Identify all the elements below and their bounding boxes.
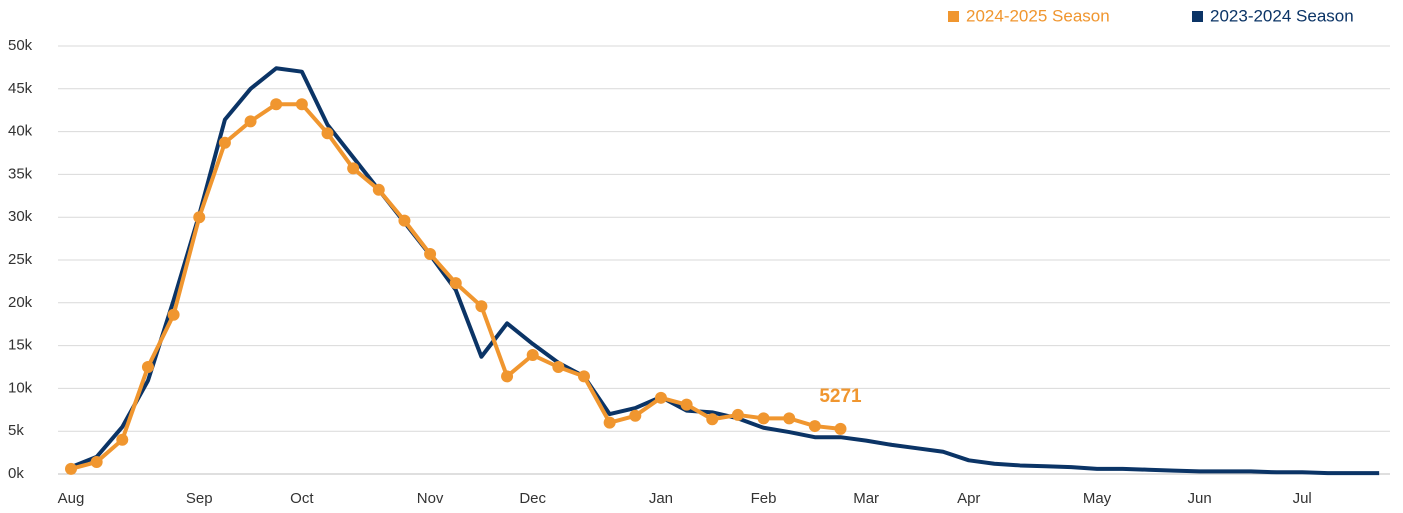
point <box>603 416 616 429</box>
x-tick-label: Mar <box>853 490 879 507</box>
point <box>654 391 667 404</box>
point <box>834 422 847 435</box>
y-tick-label: 30k <box>8 208 33 225</box>
point <box>808 420 821 433</box>
point <box>424 248 437 261</box>
y-tick-label: 5k <box>8 422 24 439</box>
y-tick-label: 40k <box>8 123 33 140</box>
point <box>321 127 334 140</box>
point <box>193 211 206 224</box>
y-tick-label: 50k <box>8 37 33 54</box>
x-tick-label: Dec <box>519 490 546 507</box>
x-tick-label: Oct <box>290 490 314 507</box>
series-line <box>70 66 1380 476</box>
legend-swatch <box>1192 11 1203 22</box>
point <box>475 300 488 313</box>
y-tick-label: 10k <box>8 379 33 396</box>
point <box>552 361 565 373</box>
legend-label: 2023-2024 Season <box>1210 6 1354 25</box>
point <box>398 214 411 227</box>
point <box>783 412 796 425</box>
x-tick-label: Jul <box>1293 490 1312 507</box>
x-tick-label: May <box>1083 490 1112 507</box>
x-tick-label: Nov <box>417 490 444 507</box>
point <box>295 98 308 111</box>
y-tick-label: 0k <box>8 465 24 482</box>
x-tick-label: Feb <box>751 490 777 507</box>
legend-swatch <box>948 11 959 22</box>
point <box>526 349 539 362</box>
point <box>757 412 770 425</box>
point <box>501 370 514 383</box>
point <box>731 408 744 421</box>
legend-label: 2024-2025 Season <box>966 6 1110 25</box>
point <box>218 136 231 149</box>
point <box>629 409 642 422</box>
x-tick-label: Sep <box>186 490 213 507</box>
point <box>578 370 590 383</box>
point <box>449 277 462 290</box>
point <box>116 433 129 446</box>
point <box>706 413 719 426</box>
point <box>270 98 283 111</box>
y-tick-label: 25k <box>8 251 33 268</box>
data-label: 5271 <box>819 386 862 407</box>
y-tick-label: 35k <box>8 165 33 182</box>
point <box>680 398 693 411</box>
x-tick-label: Apr <box>957 490 980 507</box>
y-tick-label: 45k <box>8 80 33 97</box>
point <box>90 456 103 469</box>
x-tick-label: Jun <box>1188 490 1212 507</box>
point <box>244 115 257 128</box>
point <box>167 308 180 321</box>
x-tick-label: Aug <box>58 490 85 507</box>
y-tick-label: 20k <box>8 294 33 311</box>
point <box>372 183 385 196</box>
point <box>141 361 154 373</box>
point <box>347 162 360 175</box>
point <box>65 462 77 475</box>
x-tick-label: Jan <box>649 490 673 507</box>
y-tick-label: 15k <box>8 337 33 354</box>
